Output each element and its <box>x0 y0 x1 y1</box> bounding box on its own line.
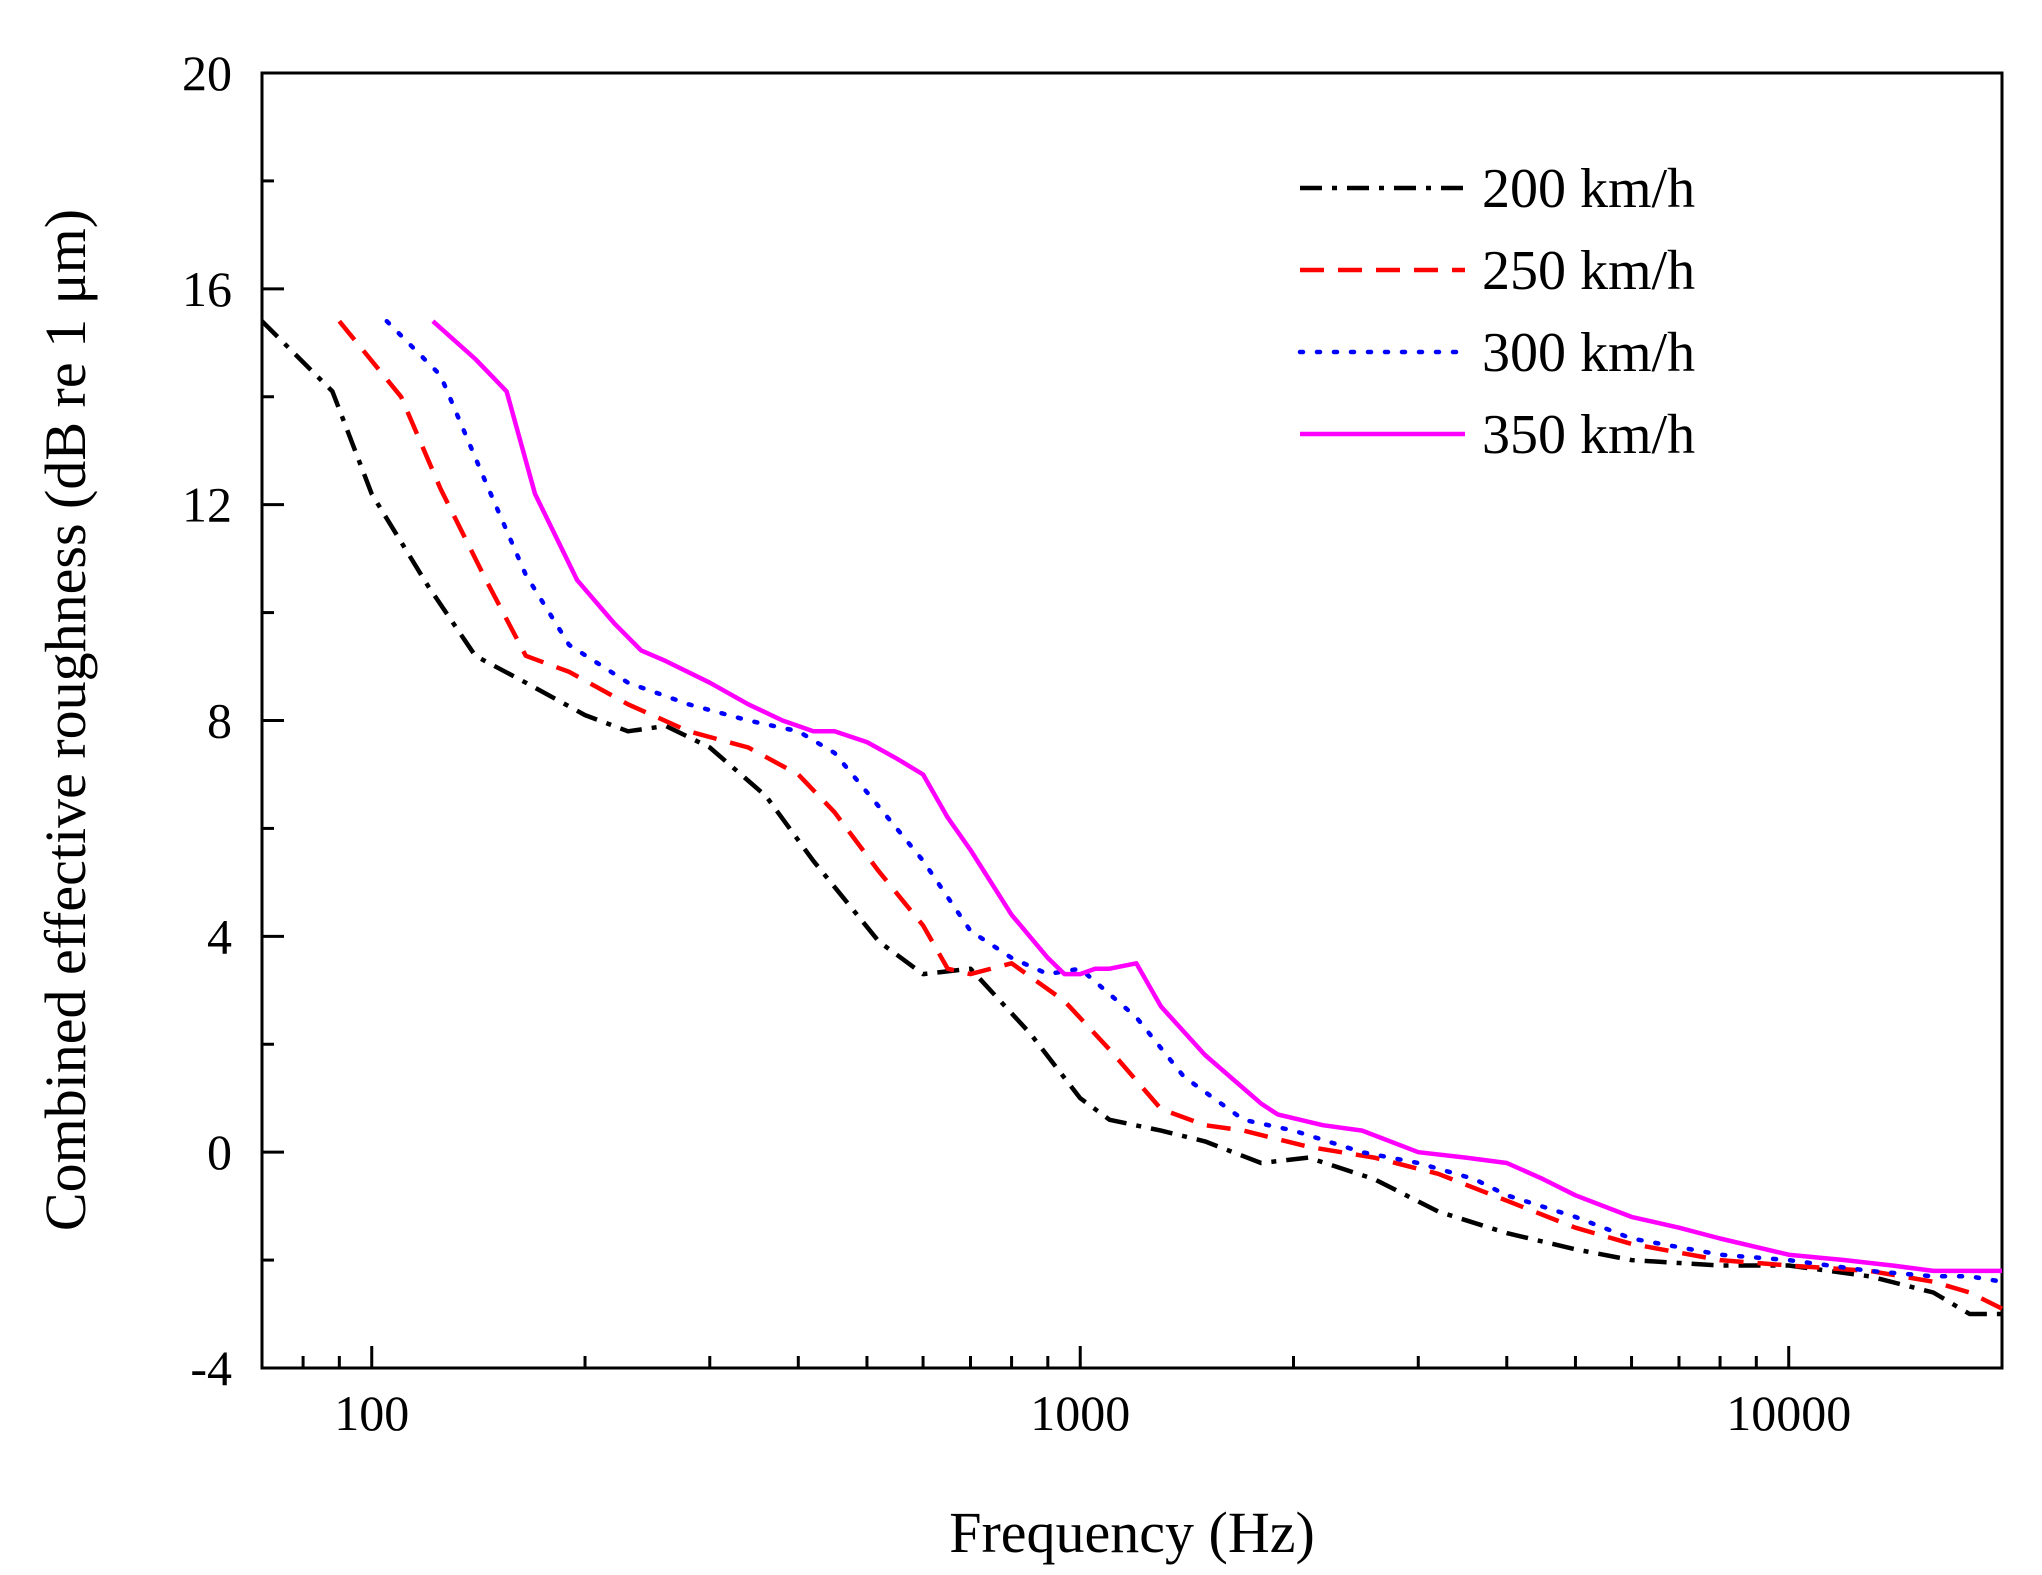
x-axis-ticks: 100 1000 10000 <box>260 1346 2004 1441</box>
y-tick-label: 8 <box>207 693 232 749</box>
y-axis-ticks: -4 0 4 8 12 16 20 <box>182 45 284 1396</box>
series-line-1 <box>260 319 2002 1317</box>
y-tick-label: 16 <box>182 261 232 317</box>
series-layer <box>260 318 2005 1317</box>
x-axis-label: Frequency (Hz) <box>949 1500 1315 1565</box>
legend: 200 km/h 250 km/h 300 km/h 350 km/h <box>1297 158 1695 466</box>
y-tick-label: 20 <box>182 45 232 101</box>
legend-label-4: 350 km/h <box>1482 404 1695 466</box>
series-line-4 <box>431 319 2002 1274</box>
x-tick-label: 1000 <box>1030 1385 1130 1441</box>
plot-frame <box>260 71 2004 1370</box>
y-tick-label: 0 <box>207 1124 232 1180</box>
legend-label-3: 300 km/h <box>1482 322 1695 384</box>
series-line-2 <box>337 319 2004 1311</box>
x-tick-label: 100 <box>334 1385 409 1441</box>
legend-label-2: 250 km/h <box>1482 240 1695 302</box>
y-tick-label: -4 <box>190 1340 232 1396</box>
legend-label-1: 200 km/h <box>1482 158 1695 220</box>
y-tick-label: 4 <box>207 908 232 964</box>
y-tick-label: 12 <box>182 477 232 533</box>
series-line-3 <box>384 318 2005 1284</box>
y-axis-label: Combined effective roughness (dB re 1 μm… <box>33 209 98 1231</box>
x-tick-label: 10000 <box>1726 1385 1851 1441</box>
